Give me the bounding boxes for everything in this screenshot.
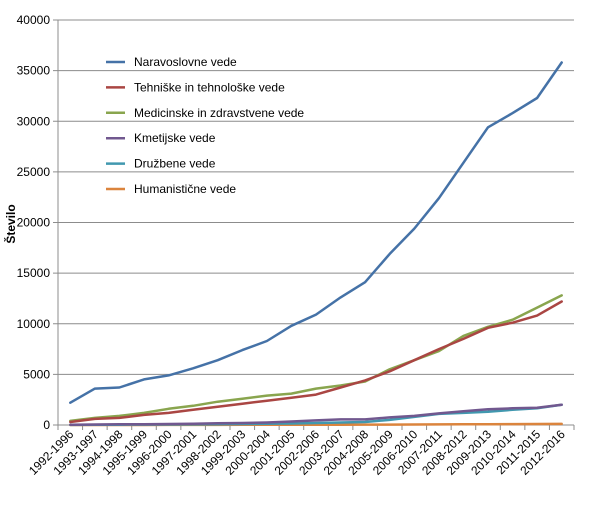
series-line-medicinske-in-zdravstvene-vede <box>69 294 563 423</box>
y-axis-title: Število <box>3 204 18 243</box>
series-layer <box>69 61 563 427</box>
y-tick-label: 10000 <box>17 317 51 331</box>
y-tick-label: 40000 <box>17 13 51 27</box>
legend-label: Naravoslovne vede <box>134 55 237 69</box>
legend: Naravoslovne vede Tehniške in tehnološke … <box>106 55 304 196</box>
y-tick-label: 15000 <box>17 266 51 280</box>
grid-layer <box>58 19 574 375</box>
y-tick-label: 5000 <box>23 367 50 381</box>
legend-label: Humanistične vede <box>134 182 236 196</box>
y-tick-label: 25000 <box>17 165 51 179</box>
y-tick-label: 30000 <box>17 114 51 128</box>
legend-label: Kmetijske vede <box>134 131 216 145</box>
series-line-kmetijske-vede <box>69 403 563 426</box>
y-tick-label: 0 <box>43 418 50 432</box>
y-tick-label: 20000 <box>17 216 51 230</box>
legend-label: Medicinske in zdravstvene vede <box>134 106 304 120</box>
series-line-naravoslovne-vede <box>69 61 563 404</box>
series-line-tehniske-in-tehnoloske-vede <box>69 300 563 424</box>
legend-label: Družbene vede <box>134 157 216 171</box>
legend-label: Tehniške in tehnološke vede <box>134 80 285 94</box>
y-tick-label: 35000 <box>17 64 51 78</box>
